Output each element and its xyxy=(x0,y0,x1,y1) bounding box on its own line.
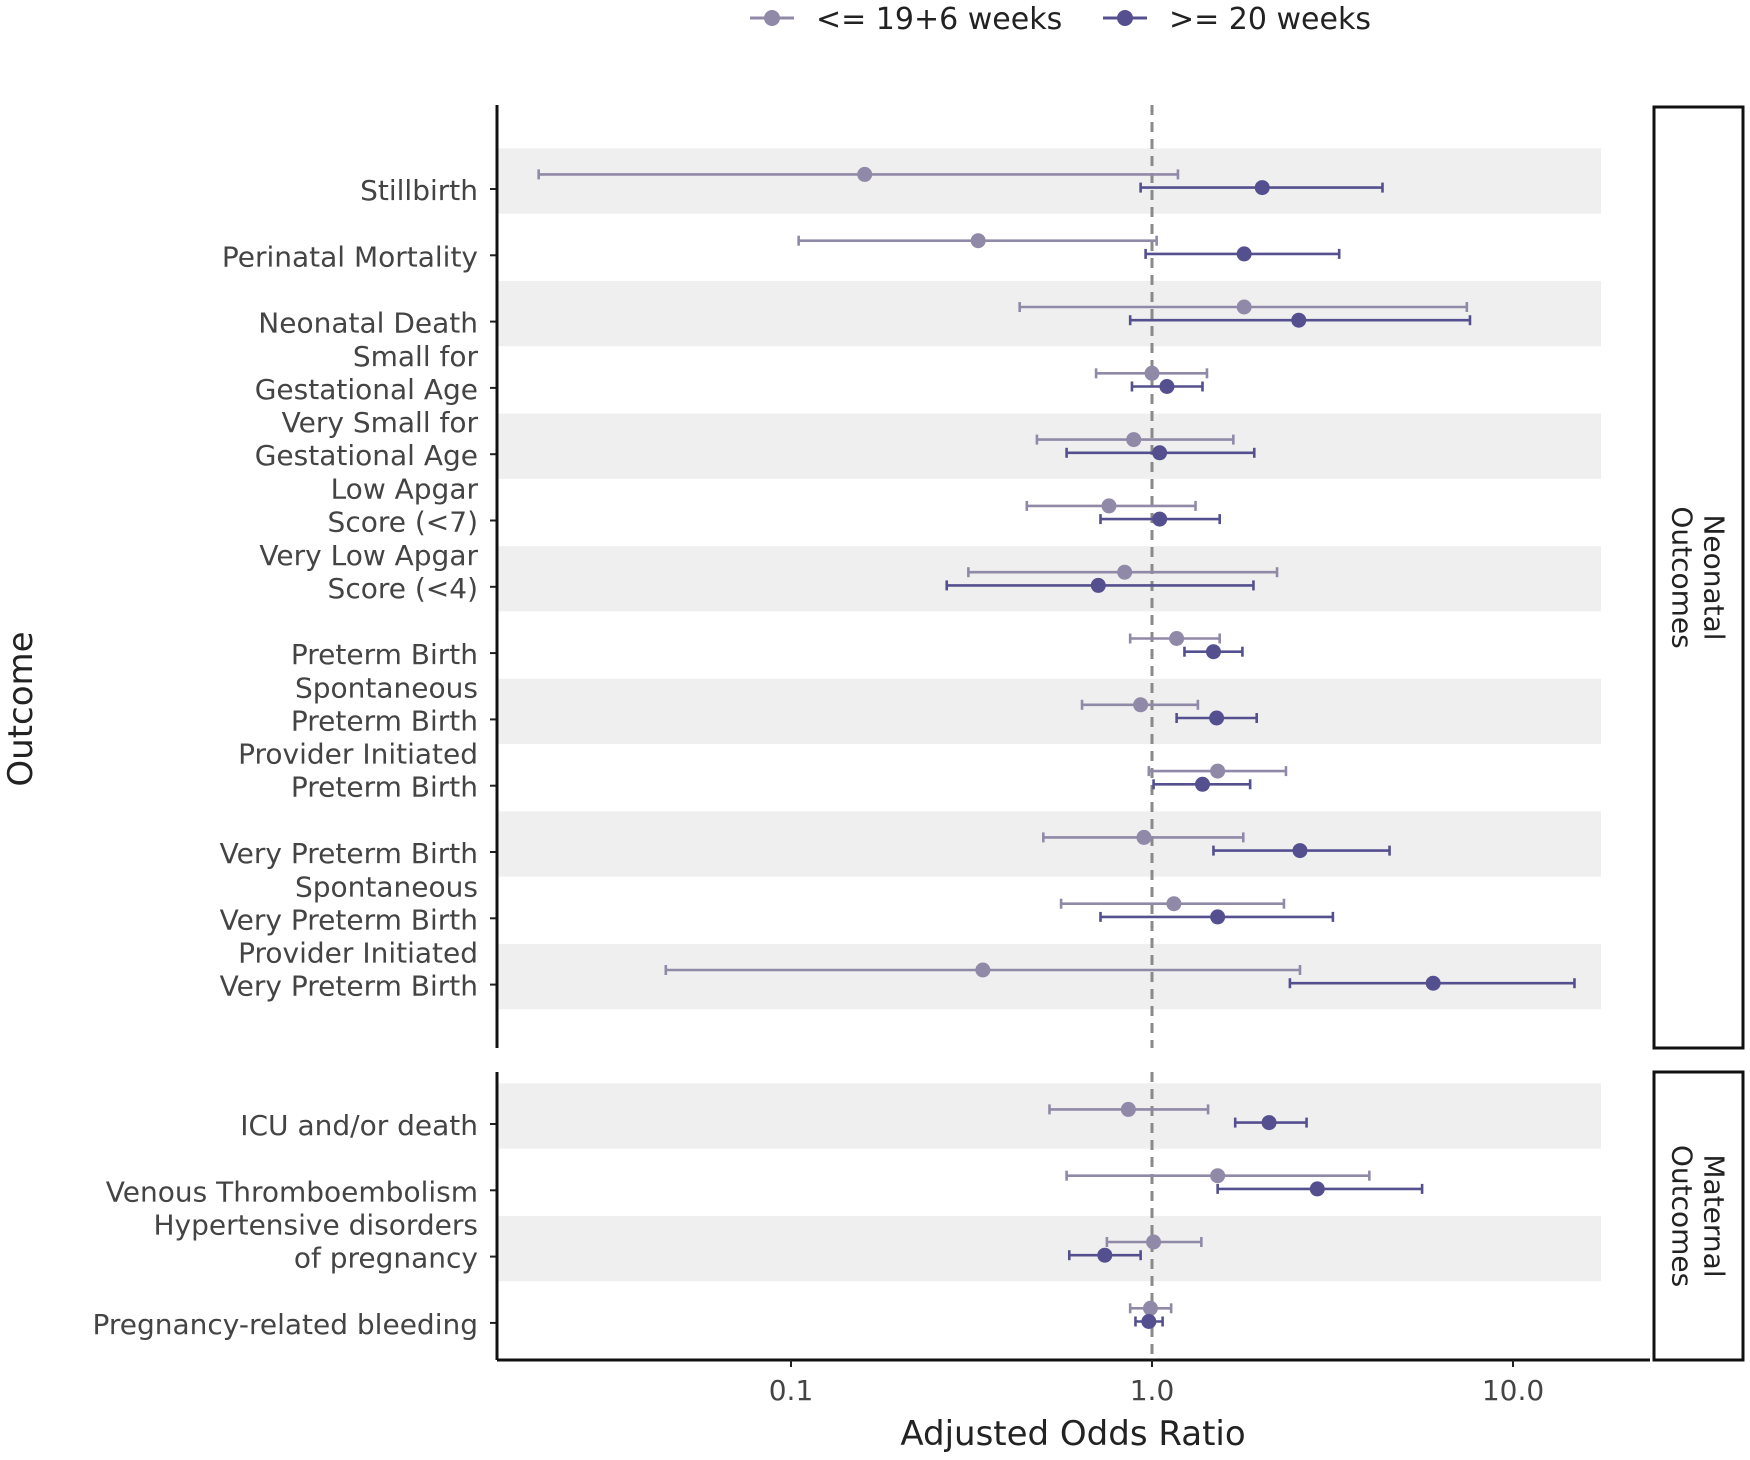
row-band xyxy=(498,1215,1601,1282)
point-estimate xyxy=(1159,379,1175,394)
row-band xyxy=(498,280,1601,347)
y-tick-label: Stillbirth xyxy=(360,174,478,207)
y-tick-label: Small for Gestational Age xyxy=(255,340,479,406)
y-axis-title: Outcome xyxy=(1,631,41,786)
row-band xyxy=(498,546,1601,612)
point-estimate xyxy=(1136,829,1152,845)
y-tick-label: Very Small for Gestational Age xyxy=(255,406,479,472)
point-estimate xyxy=(1166,896,1182,912)
y-tick-label: Very Low Apgar Score (<4) xyxy=(259,539,478,605)
y-tick-label: Preterm Birth xyxy=(291,638,478,671)
facet-strip-label: MaternalOutcomes xyxy=(1666,1145,1731,1287)
point-estimate xyxy=(1141,1314,1157,1329)
y-tick-label: Provider Initiated Preterm Birth xyxy=(238,738,478,804)
facet-strip-label: NeonatalOutcomes xyxy=(1666,506,1731,648)
point-estimate xyxy=(1144,365,1160,381)
x-tick-label: 10.0 xyxy=(1482,1374,1544,1407)
row-band xyxy=(498,943,1601,1010)
point-estimate xyxy=(1254,180,1270,196)
point-estimate xyxy=(1101,498,1117,514)
y-tick-label: Hypertensive disorders of pregnancy xyxy=(153,1209,478,1275)
point-estimate xyxy=(1146,1234,1162,1250)
point-estimate xyxy=(1117,564,1133,580)
x-tick-label: 0.1 xyxy=(769,1374,814,1407)
point-estimate xyxy=(1209,710,1225,726)
point-estimate xyxy=(1291,312,1307,328)
point-estimate xyxy=(1133,697,1149,713)
x-axis-title: Adjusted Odds Ratio xyxy=(900,1414,1245,1454)
point-estimate xyxy=(1210,763,1226,779)
point-estimate xyxy=(1292,843,1308,859)
x-tick-label: 1.0 xyxy=(1130,1374,1175,1407)
row-band xyxy=(498,1083,1601,1149)
y-tick-label: Venous Thromboembolism xyxy=(106,1175,478,1208)
point-estimate xyxy=(1236,299,1252,315)
axes: Stillbirth Perinatal Mortality Neonatal De… xyxy=(92,105,1650,1407)
point-estimate xyxy=(1126,432,1142,448)
legend-label: >= 20 weeks xyxy=(1169,2,1371,37)
facet-strip xyxy=(1652,105,1745,1050)
point-estimate xyxy=(1205,644,1221,660)
point-estimate xyxy=(1169,631,1185,646)
point-estimate xyxy=(1120,1101,1136,1117)
point-estimate xyxy=(857,166,873,182)
facet-strip xyxy=(1652,1070,1745,1362)
point-estimate xyxy=(1210,909,1226,925)
row-band xyxy=(498,678,1601,745)
point-estimate xyxy=(1425,975,1441,991)
point-estimate xyxy=(1236,246,1252,262)
row-bands xyxy=(498,148,1601,1282)
point-estimate xyxy=(970,233,986,249)
y-tick-label: Spontaneous Preterm Birth xyxy=(291,671,478,737)
point-estimate xyxy=(1152,445,1168,461)
legend-key-point xyxy=(764,10,780,26)
point-estimate xyxy=(1152,511,1168,527)
y-tick-label: Low Apgar Score (<7) xyxy=(328,473,479,539)
y-tick-label: Provider Initiated Very Preterm Birth xyxy=(220,937,478,1003)
data-series xyxy=(537,166,1576,1329)
point-estimate xyxy=(1210,1168,1226,1184)
y-tick-label: Spontaneous Very Preterm Birth xyxy=(220,870,478,936)
point-estimate xyxy=(1142,1300,1158,1316)
row-band xyxy=(498,413,1601,479)
point-estimate xyxy=(975,962,991,978)
point-estimate xyxy=(1194,776,1210,792)
y-tick-label: Perinatal Mortality xyxy=(222,240,478,273)
y-tick-label: Very Preterm Birth xyxy=(220,837,478,870)
legend-label: <= 19+6 weeks xyxy=(816,2,1062,37)
legend: <= 19+6 weeks >= 20 weeks xyxy=(750,2,1371,37)
y-tick-label: Pregnancy-related bleeding xyxy=(92,1308,478,1341)
y-tick-label: ICU and/or death xyxy=(240,1109,478,1142)
point-estimate xyxy=(1309,1181,1325,1197)
legend-key-point xyxy=(1117,10,1133,26)
y-tick-label: Neonatal Death xyxy=(258,307,478,340)
row-band xyxy=(498,148,1601,214)
facet-strips: NeonatalOutcomes MaternalOutcomes xyxy=(1652,105,1745,1362)
row-band xyxy=(498,811,1601,877)
point-estimate xyxy=(1090,577,1106,593)
point-estimate xyxy=(1097,1247,1113,1263)
point-estimate xyxy=(1261,1115,1277,1131)
